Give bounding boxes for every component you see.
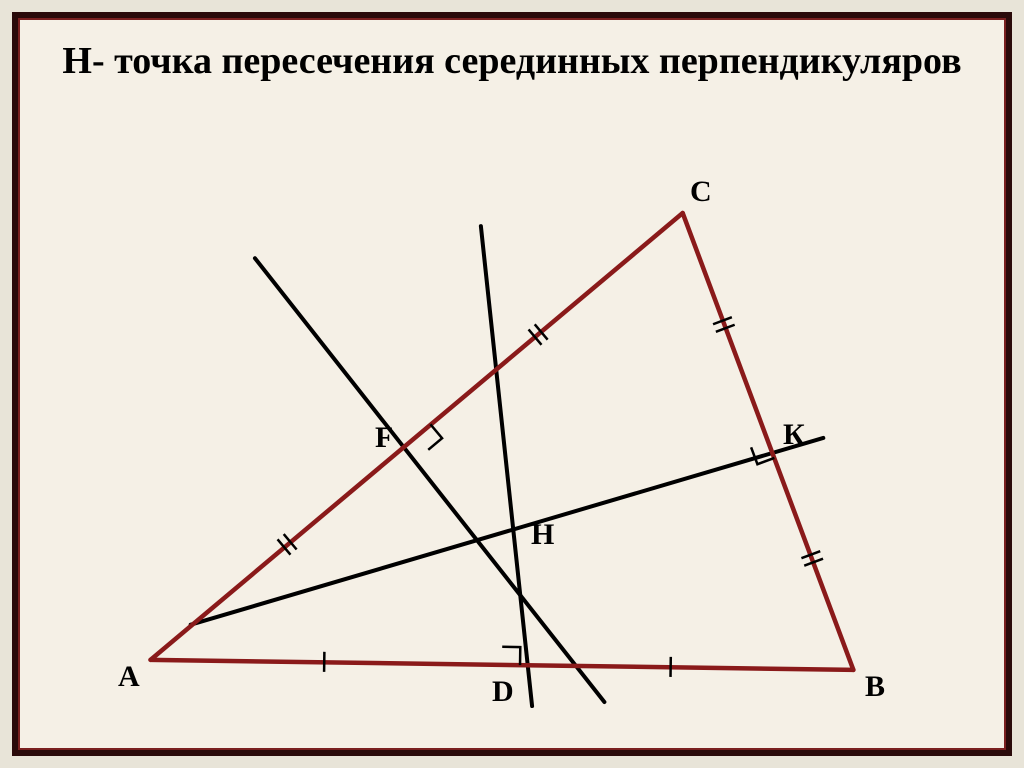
vertex-label-к: К bbox=[783, 418, 805, 452]
slide-outer-frame: Н- точка пересечения серединных перпенди… bbox=[12, 12, 1012, 756]
slide-inner-frame: Н- точка пересечения серединных перпенди… bbox=[18, 18, 1006, 750]
geometry-diagram: A B C F К D H bbox=[20, 150, 1004, 748]
perpendicular-lines bbox=[191, 226, 824, 706]
vertex-label-a: A bbox=[118, 660, 140, 694]
vertex-label-f: F bbox=[375, 421, 393, 455]
diagram-svg bbox=[20, 150, 1004, 748]
slide-title: Н- точка пересечения серединных перпенди… bbox=[20, 20, 1004, 96]
vertex-label-c: C bbox=[690, 175, 712, 209]
vertex-label-b: B bbox=[865, 670, 885, 704]
vertex-label-d: D bbox=[492, 675, 514, 709]
vertex-label-h: H bbox=[531, 518, 554, 552]
